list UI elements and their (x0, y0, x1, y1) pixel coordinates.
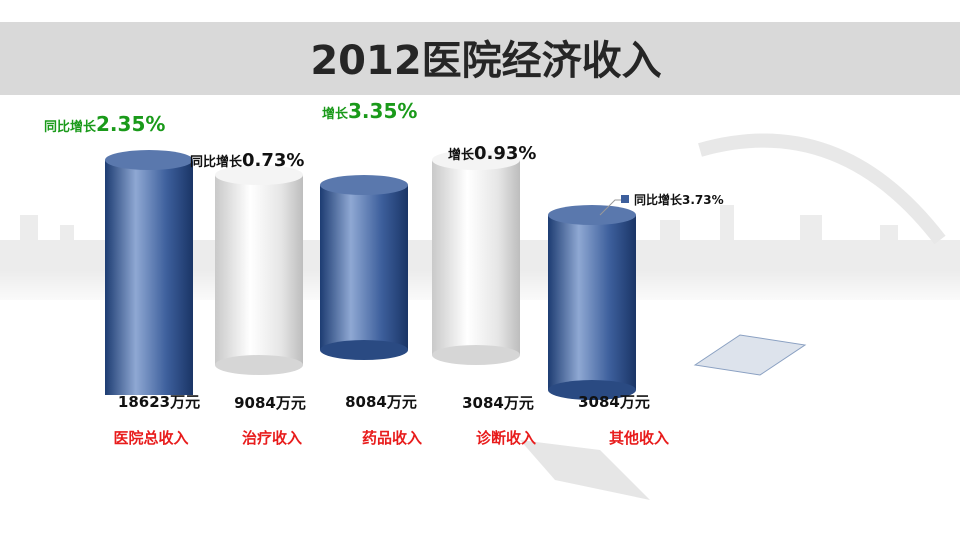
legend-marker (621, 195, 629, 203)
category-label: 治疗收入 (242, 429, 302, 447)
amount-label: 9084万元 (234, 394, 306, 412)
cylinder (548, 205, 636, 400)
title: 2012医院经济收入 (310, 38, 661, 84)
cylinder (215, 165, 303, 375)
growth-label: 同比增长3.73% (634, 192, 724, 207)
amount-label: 8084万元 (345, 393, 417, 411)
category-label: 其他收入 (609, 429, 669, 447)
decor-arc (698, 133, 946, 245)
growth-label: 同比增长2.35% (44, 112, 165, 136)
category-label: 诊断收入 (476, 429, 536, 447)
cylinder (432, 150, 520, 365)
category-label: 医院总收入 (113, 429, 188, 447)
category-label: 药品收入 (362, 429, 422, 447)
amount-label: 18623万元 (118, 393, 200, 411)
cylinder (105, 150, 193, 395)
growth-label: 同比增长0.73% (190, 150, 304, 171)
amount-label: 3084万元 (578, 393, 650, 411)
title-band (0, 22, 960, 95)
decor-arrow (520, 334, 807, 500)
growth-label: 增长3.35% (322, 99, 417, 123)
cylinder (320, 175, 408, 360)
growth-label: 增长0.93% (448, 143, 536, 164)
amount-label: 3084万元 (462, 394, 534, 412)
